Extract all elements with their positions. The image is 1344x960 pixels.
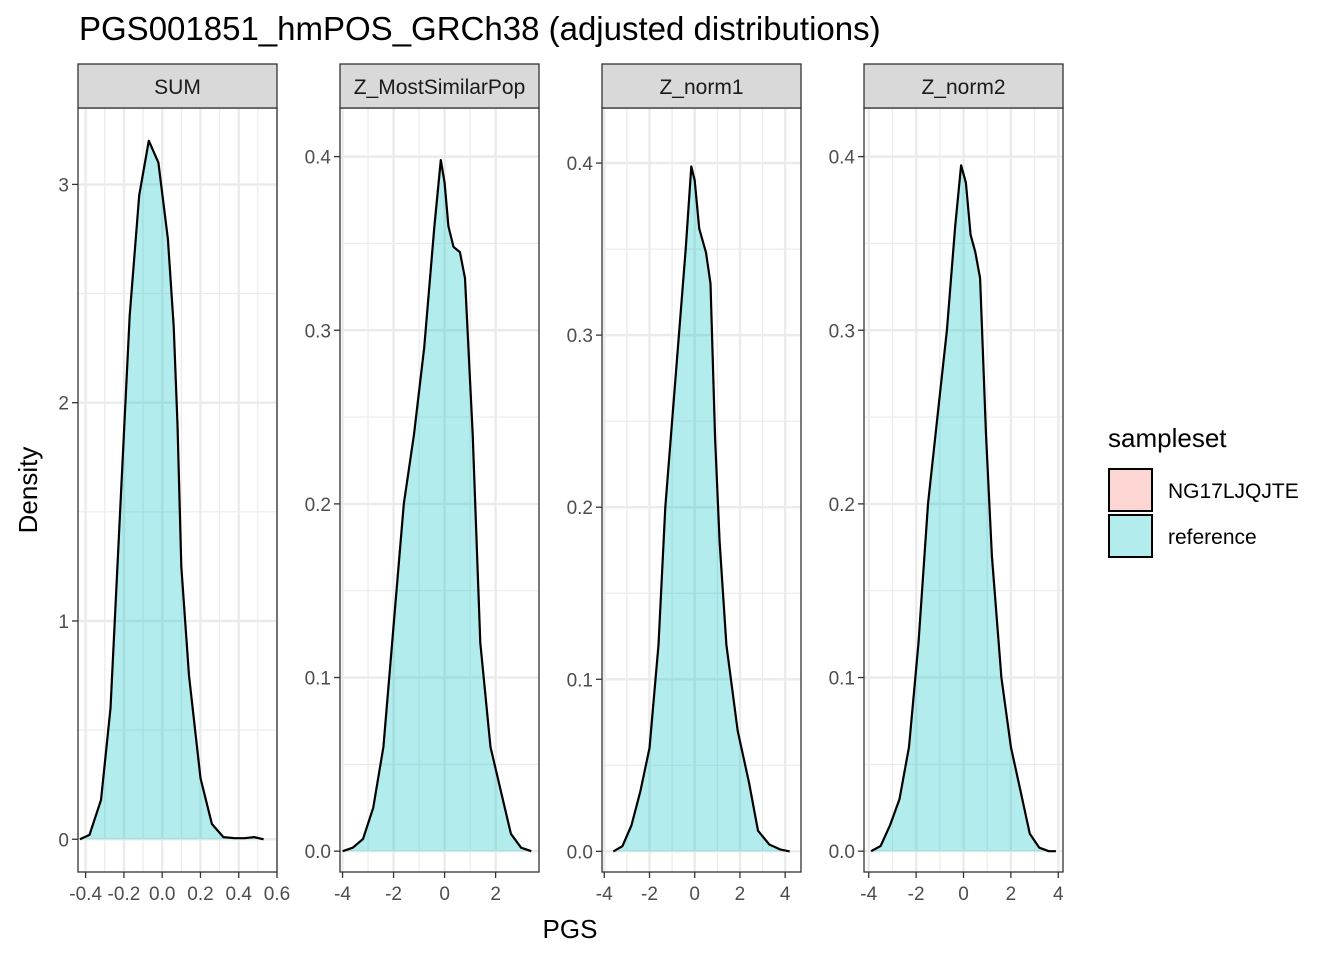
x-tick-label: 0.2 (187, 884, 213, 905)
x-tick-label: -2 (908, 884, 925, 905)
y-tick-label: 0.4 (305, 148, 332, 169)
density-line-reference (79, 139, 264, 841)
facet-panel-z-mostsimilarpop: Z_MostSimilarPop -4 -2 0 2 0.0 0.1 0.2 0.3 0.4 (305, 63, 540, 905)
facet-panel-z-norm2: Z_norm2 -4 -2 0 2 4 0.0 0.1 0.2 0.3 0.4 (829, 63, 1064, 905)
x-tick-label: 2 (490, 884, 501, 905)
y-tick-label: 0.3 (567, 326, 593, 347)
x-tick-label: 0 (439, 884, 450, 905)
y-tick-label: 0.1 (567, 670, 593, 691)
x-tick-label: 2 (1006, 884, 1017, 905)
x-tick-label: 0.6 (264, 884, 290, 905)
y-tick-label: 0.4 (829, 148, 856, 169)
panel-background (340, 108, 539, 872)
legend-label-reference: reference (1168, 526, 1257, 549)
facet-strip (863, 63, 1064, 109)
facet-strip (601, 63, 802, 109)
facet-panels: SUM -0.4 -0.2 0.0 0.2 0.4 0.6 0 1 2 3 Z_MostSimilar… (58, 63, 1064, 905)
y-axis-title: Density (13, 447, 43, 534)
y-tick-label: 0.4 (567, 154, 594, 175)
x-tick-label: 0.4 (226, 884, 253, 905)
facet-strip-label: Z_norm2 (921, 76, 1005, 99)
y-tick-label: 0.2 (567, 498, 593, 519)
density-area-reference (79, 140, 264, 840)
y-tick-label: 0.1 (305, 669, 331, 690)
x-tick-label: 0 (689, 884, 700, 905)
x-tick-label: 2 (735, 884, 746, 905)
legend-key-reference (1108, 514, 1153, 558)
y-tick-label: 0.0 (567, 842, 593, 863)
legend-key-ng17ljqjte (1108, 468, 1153, 512)
y-tick-label: 0.2 (305, 495, 331, 516)
chart-title: PGS001851_hmPOS_GRCh38 (adjusted distrib… (79, 10, 881, 47)
x-tick-label: -4 (860, 884, 877, 905)
y-tick-label: 0.0 (305, 842, 331, 863)
facet-strip (77, 63, 278, 109)
y-tick-label: 3 (58, 175, 69, 196)
legend: sampleset NG17LJQJTE reference (1108, 423, 1299, 558)
x-tick-label: -2 (641, 884, 658, 905)
x-axis-title: PGS (543, 914, 598, 944)
facet-strip-label: SUM (154, 76, 201, 99)
x-tick-label: -0.4 (69, 884, 102, 905)
facet-panel-z-norm1: Z_norm1 -4 -2 0 2 4 0.0 0.1 0.2 0.3 0.4 (567, 63, 802, 905)
facet-panel-sum: SUM -0.4 -0.2 0.0 0.2 0.4 0.6 0 1 2 3 (58, 63, 290, 905)
y-tick-label: 0.2 (829, 495, 855, 516)
y-tick-label: 1 (58, 612, 69, 633)
y-tick-label: 0.1 (829, 669, 855, 690)
facet-strip-label: Z_MostSimilarPop (354, 76, 526, 99)
x-tick-label: 0 (958, 884, 969, 905)
x-tick-label: 4 (780, 884, 791, 905)
facet-strip (339, 63, 540, 109)
panel-background (78, 108, 277, 872)
x-tick-label: -4 (596, 884, 613, 905)
y-tick-label: 0.0 (829, 842, 855, 863)
x-tick-label: 4 (1053, 884, 1064, 905)
x-tick-label: -2 (385, 884, 402, 905)
density-area-reference (613, 166, 790, 852)
x-tick-label: -0.2 (108, 884, 141, 905)
density-line-reference (612, 165, 790, 853)
y-tick-label: 2 (58, 394, 69, 415)
legend-label-ng17ljqjte: NG17LJQJTE (1168, 480, 1299, 503)
x-tick-label: 0.0 (149, 884, 175, 905)
density-line-reference (870, 164, 1056, 853)
density-area-reference (871, 165, 1056, 852)
y-tick-label: 0.3 (305, 321, 331, 342)
density-line-reference (342, 159, 532, 853)
y-tick-label: 0.3 (829, 321, 855, 342)
facet-strip-label: Z_norm1 (659, 76, 743, 99)
y-tick-label: 0 (58, 830, 69, 851)
legend-title: sampleset (1108, 423, 1227, 453)
x-tick-label: -4 (334, 884, 351, 905)
